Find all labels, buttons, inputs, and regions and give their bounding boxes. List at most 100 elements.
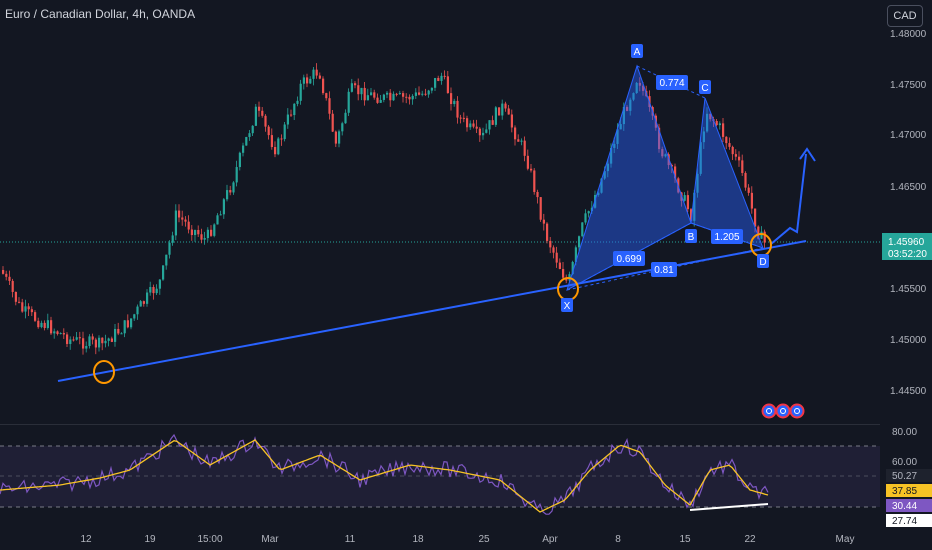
candle-body (552, 247, 555, 253)
svg-text:X: X (564, 301, 571, 312)
candle-body (139, 301, 142, 307)
candle-body (325, 93, 328, 99)
candle-body (629, 99, 632, 111)
candle-body (709, 113, 712, 120)
candle-body (14, 291, 17, 302)
candle-body (197, 229, 200, 235)
alert-icon[interactable] (789, 403, 805, 419)
candle-body (290, 114, 293, 116)
price-tick: 1.45000 (890, 335, 927, 346)
candle-body (114, 328, 117, 342)
candle-body (104, 340, 107, 344)
candle-body (366, 95, 369, 101)
candle-body (475, 126, 478, 129)
candle-body (763, 231, 766, 243)
candle-body (507, 108, 510, 115)
candle-body (760, 231, 763, 239)
candle-body (453, 100, 456, 105)
time-tick: 12 (80, 534, 92, 545)
candle-body (542, 219, 545, 224)
candle-body (597, 192, 600, 196)
time-tick: 25 (478, 534, 490, 545)
candle-body (478, 128, 481, 136)
candle-body (754, 208, 757, 227)
rsi-ma-line (0, 439, 769, 513)
candle-body (446, 76, 449, 94)
rsi-low-value: 27.74 (892, 516, 917, 527)
alert-icons[interactable] (761, 403, 805, 419)
projection-arrow[interactable] (770, 153, 807, 245)
candle-body (555, 252, 558, 263)
candle-body (398, 93, 401, 95)
currency-button[interactable]: CAD (887, 5, 923, 27)
candle-body (280, 138, 283, 140)
candle-body (258, 106, 261, 111)
candle-body (462, 117, 465, 119)
candle-body (638, 82, 641, 86)
candle-body (190, 229, 193, 236)
price-tick: 1.44500 (890, 386, 927, 397)
candle-body (27, 306, 30, 310)
candle-body (459, 117, 462, 119)
chart-title: Euro / Canadian Dollar, 4h, OANDA (5, 7, 196, 21)
candle-body (338, 131, 341, 144)
ratio-label-xd: 0.81 (651, 262, 677, 277)
candle-body (578, 236, 581, 248)
candle-body (46, 320, 49, 328)
candle-body (354, 83, 357, 86)
candle-body (344, 112, 347, 124)
candle-body (50, 320, 53, 334)
candle-body (699, 142, 702, 174)
candle-body (203, 238, 206, 240)
candle-body (517, 139, 520, 142)
candle-body (155, 288, 158, 294)
candle-body (171, 235, 174, 243)
candle-body (18, 301, 21, 303)
current-price-badge (882, 233, 932, 260)
candle-body (318, 75, 321, 79)
candle-body (613, 143, 616, 148)
candle-body (504, 103, 507, 109)
candle-body (546, 223, 549, 241)
candle-body (469, 123, 472, 128)
candle-body (757, 226, 760, 239)
candle-body (437, 77, 440, 81)
alert-icon[interactable] (761, 403, 777, 419)
time-tick: Mar (261, 534, 279, 545)
candle-body (622, 106, 625, 125)
alert-icon[interactable] (775, 403, 791, 419)
candle-body (24, 306, 27, 312)
trendline[interactable] (57, 240, 807, 382)
candle-body (248, 133, 251, 138)
current-price-label: 1.45960 (888, 237, 925, 248)
candle-body (312, 69, 315, 79)
candle-body (69, 339, 72, 344)
candle-body (56, 331, 59, 334)
candle-body (136, 306, 139, 315)
pattern-point-c: C (699, 80, 711, 94)
candle-body (728, 143, 731, 147)
candle-body (62, 333, 65, 335)
candle-body (37, 320, 40, 328)
price-axis[interactable]: 1.48000 1.47500 1.47000 1.46500 1.45500 … (882, 29, 932, 397)
candle-body (562, 268, 565, 278)
candle-body (741, 160, 744, 173)
candle-body (440, 75, 443, 81)
candle-body (498, 107, 501, 116)
candle-body (2, 270, 5, 274)
candle-body (66, 334, 69, 344)
time-axis[interactable]: 12 19 15:00 Mar 11 18 25 Apr 8 15 22 May (80, 534, 854, 545)
candle-body (222, 199, 225, 215)
pattern-bcd-triangle (690, 97, 764, 249)
candle-body (133, 314, 136, 319)
candle-body (219, 214, 222, 216)
candle-body (130, 318, 133, 328)
candle-body (424, 93, 427, 95)
candle-body (146, 292, 149, 304)
candle-body (373, 92, 376, 98)
time-tick: 8 (615, 534, 621, 545)
candle-body (414, 92, 417, 96)
rsi-axis[interactable]: 80.00 60.00 50.27 37.85 30.44 27.74 (886, 427, 932, 527)
rsi-divergence-line (689, 503, 769, 511)
